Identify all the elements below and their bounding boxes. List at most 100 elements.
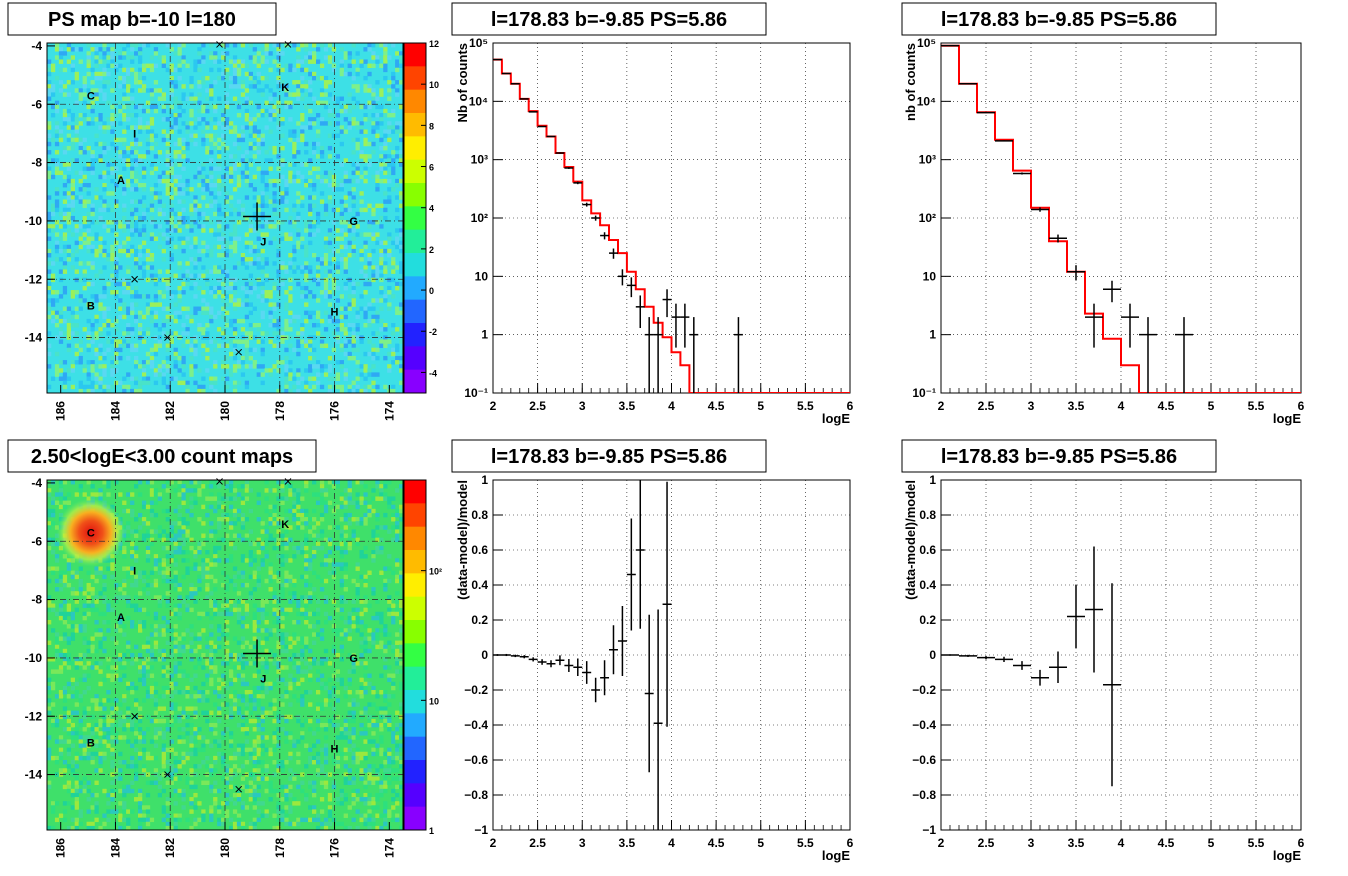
map-cell xyxy=(304,183,309,188)
map-cell xyxy=(256,327,261,332)
map-cell xyxy=(213,788,218,794)
map-cell xyxy=(114,281,119,287)
map-cell xyxy=(343,158,348,163)
map-cell xyxy=(201,298,206,303)
map-cell xyxy=(264,690,269,695)
map-cell xyxy=(367,232,372,237)
map-cell xyxy=(102,480,107,485)
map-cell xyxy=(395,228,400,233)
map-cell xyxy=(70,792,75,798)
map-cell xyxy=(47,174,52,180)
map-cell xyxy=(185,690,190,695)
map-cell xyxy=(213,269,218,274)
map-cell xyxy=(228,743,234,748)
map-cell xyxy=(327,269,333,274)
map-cell xyxy=(264,273,269,279)
map-cell xyxy=(149,360,155,365)
map-cell xyxy=(264,681,269,687)
map-cell xyxy=(66,636,72,641)
map-cell xyxy=(153,624,159,629)
map-cell xyxy=(276,817,281,823)
map-cell xyxy=(228,488,234,493)
map-cell xyxy=(130,220,135,225)
map-cell xyxy=(379,178,384,184)
map-cell xyxy=(276,764,281,769)
map-cell xyxy=(280,587,285,592)
map-cell xyxy=(126,615,131,621)
map-cell xyxy=(130,67,135,73)
map-cell xyxy=(122,500,127,506)
map-cell xyxy=(272,739,277,744)
map-cell xyxy=(185,327,190,332)
map-cell xyxy=(371,43,376,48)
map-cell xyxy=(102,55,107,60)
map-cell xyxy=(62,236,68,241)
map-cell xyxy=(197,285,202,291)
map-cell xyxy=(130,620,135,625)
map-cell xyxy=(260,727,265,732)
map-y-tick-label: -12 xyxy=(25,272,43,286)
map-cell xyxy=(122,801,127,806)
map-cell xyxy=(62,496,68,501)
map-cell xyxy=(134,574,139,580)
map-cell xyxy=(102,620,107,625)
map-cell xyxy=(300,331,305,336)
map-cell xyxy=(213,496,218,501)
map-cell xyxy=(102,310,107,316)
map-cell xyxy=(161,685,166,691)
map-cell xyxy=(106,690,111,695)
map-cell xyxy=(181,55,186,60)
map-cell xyxy=(387,265,392,270)
map-cell xyxy=(232,801,238,806)
colorbar-segment xyxy=(404,89,426,114)
map-cell xyxy=(244,195,250,200)
map-cell xyxy=(213,104,218,110)
map-cell xyxy=(260,562,265,567)
map-cell xyxy=(149,207,155,213)
map-cell xyxy=(268,339,273,344)
map-cell xyxy=(169,702,174,707)
map-cell xyxy=(355,314,360,320)
map-cell xyxy=(47,512,52,518)
map-cell xyxy=(288,215,293,221)
map-cell xyxy=(98,488,103,493)
map-cell xyxy=(280,174,285,180)
map-cell xyxy=(102,265,107,270)
map-cell xyxy=(126,657,131,662)
map-cell xyxy=(110,607,115,613)
map-cell xyxy=(130,550,135,555)
map-cell xyxy=(177,537,182,543)
map-cell xyxy=(201,743,206,748)
map-cell xyxy=(47,253,52,258)
map-cell xyxy=(252,360,257,365)
map-cell xyxy=(122,784,127,790)
map-cell xyxy=(189,743,194,748)
map-cell xyxy=(272,512,277,518)
map-cell xyxy=(181,84,186,89)
map-cell xyxy=(260,706,265,711)
map-cell xyxy=(371,88,376,93)
map-cell xyxy=(173,141,178,147)
map-cell xyxy=(205,550,210,555)
map-cell xyxy=(193,562,198,567)
map-cell xyxy=(296,88,301,93)
map-cell xyxy=(225,648,230,654)
map-cell xyxy=(256,727,261,732)
map-cell xyxy=(90,335,95,340)
map-cell xyxy=(221,43,226,48)
map-cell xyxy=(244,727,250,732)
map-cell xyxy=(244,244,250,250)
map-cell xyxy=(367,162,372,167)
map-cell xyxy=(58,294,64,299)
map-cell xyxy=(110,764,115,769)
map-cell xyxy=(252,673,257,678)
map-cell xyxy=(141,187,147,192)
map-cell xyxy=(236,84,242,89)
map-cell xyxy=(288,63,293,69)
map-cell xyxy=(137,104,143,110)
map-cell xyxy=(98,113,103,118)
map-cell xyxy=(47,261,52,266)
map-cell xyxy=(276,220,281,225)
map-cell xyxy=(62,768,68,773)
map-cell xyxy=(137,55,143,60)
